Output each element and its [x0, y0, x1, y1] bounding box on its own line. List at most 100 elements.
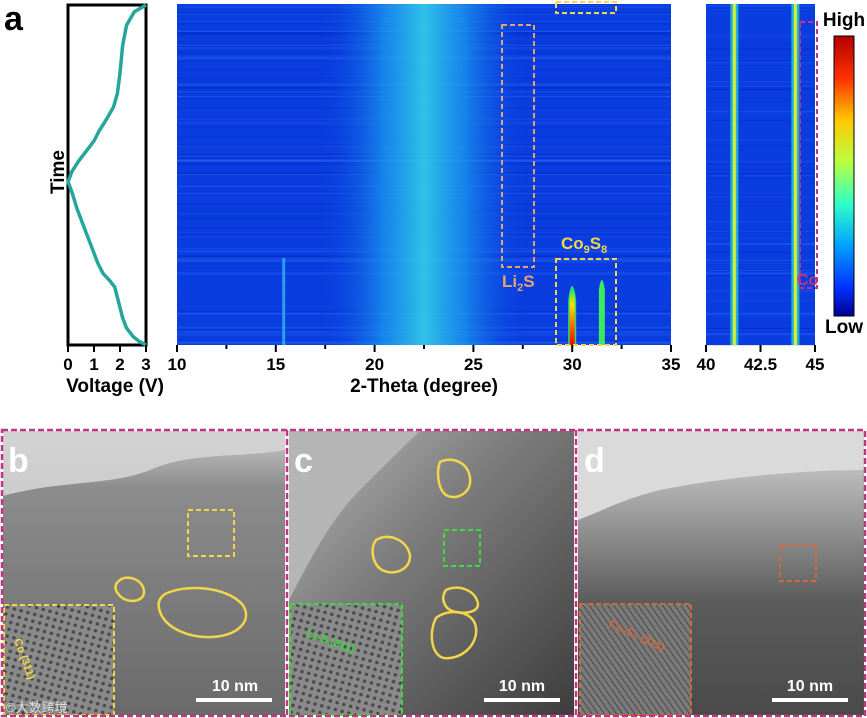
- zoom-noise-row: [706, 231, 815, 232]
- voltage-frame: [66, 3, 148, 347]
- voltage-tick-label: 2: [115, 355, 124, 374]
- tem-d-select-box: [779, 544, 817, 582]
- tem-b-select-box: [187, 509, 235, 557]
- zoom-noise-row: [706, 62, 815, 63]
- zoom-noise-row: [706, 195, 815, 197]
- co9s8-box: [555, 258, 617, 346]
- zoom-noise-row: [706, 5, 815, 7]
- zoom-noise-row: [706, 173, 815, 175]
- top-box: [555, 1, 617, 14]
- zoom-noise-row: [706, 290, 815, 292]
- zoom-tick-label: 45: [806, 355, 825, 374]
- panel-letter-a: a: [4, 0, 24, 38]
- zoom-noise-row: [706, 63, 815, 65]
- zoom-noise-row: [706, 44, 815, 46]
- zoom-noise-row: [706, 100, 815, 102]
- tem-c-particle-1: [436, 458, 472, 499]
- voltage-ylabel: Time: [48, 150, 69, 194]
- zoom-peak: [793, 4, 797, 345]
- voltage-tick-label: 0: [63, 355, 72, 374]
- zoom-noise-row: [706, 35, 815, 37]
- zoom-noise-row: [706, 86, 815, 88]
- zoom-noise-row: [706, 333, 815, 335]
- zoom-noise-row: [706, 85, 815, 87]
- zoom-noise-row: [706, 272, 815, 274]
- zoom-noise-row: [706, 139, 815, 141]
- zoom-noise-row: [706, 251, 815, 253]
- tem-frame: [0, 428, 867, 718]
- tem-b-particle-2: [157, 586, 248, 639]
- zoom-noise-row: [706, 244, 815, 245]
- xrd-xlabel: 2-Theta (degree): [350, 376, 498, 397]
- zoom-noise-row: [706, 161, 815, 162]
- zoom-heatmap: [706, 4, 815, 346]
- zoom-noise-row: [706, 259, 815, 261]
- xrd-features: [282, 4, 605, 345]
- zoom-noise-row: [706, 275, 815, 277]
- zoom-noise-row: [706, 196, 815, 198]
- zoom-noise-row: [706, 334, 815, 336]
- tem-c-particle-2: [371, 535, 412, 574]
- panel-letter-c: c: [294, 442, 313, 480]
- zoom-noise-row: [706, 10, 815, 12]
- tem-panel-d: Co₉S₈ (311) 10 nm d: [578, 431, 864, 716]
- xrd-tick-label: 20: [365, 355, 384, 374]
- tem-panel-b: Co (311) 10 nm b: [3, 431, 285, 716]
- tem-d-scale-bar: [772, 698, 848, 702]
- xrd-peak-co9s8-main: [569, 290, 575, 345]
- xrd-tick-label: 10: [168, 355, 187, 374]
- tem-panel-c: Li₂S (311) 10 nm c: [289, 431, 574, 716]
- zoom-noise-row: [706, 263, 815, 265]
- xrd-peak-minor: [282, 258, 286, 345]
- zoom-noise-row: [706, 36, 815, 38]
- tem-c-select-box: [443, 529, 481, 567]
- zoom-noise-row: [706, 243, 815, 244]
- tem-b-inset: [3, 604, 115, 716]
- xrd-tick-label: 35: [662, 355, 681, 374]
- co-label: Co: [797, 272, 819, 289]
- zoom-noise-row: [706, 262, 815, 264]
- zoom-noise-row: [706, 89, 815, 91]
- zoom-noise-row: [706, 34, 815, 36]
- zoom-noise-row: [706, 48, 815, 50]
- xrd-tick-label: 25: [464, 355, 483, 374]
- co9s8-label: Co9S8: [561, 234, 607, 256]
- zoom-noise-row: [706, 205, 815, 207]
- tem-d-scale-label: 10 nm: [787, 678, 833, 695]
- zoom-noise-row: [706, 81, 815, 83]
- voltage-xlabel: Voltage (V): [66, 376, 164, 397]
- zoom-noise-row: [706, 327, 815, 329]
- xrd-ticks: 10 15 20 25 30 35: [168, 345, 681, 374]
- zoom-noise-row: [706, 119, 815, 121]
- zoom-noise-row: [706, 9, 815, 11]
- zoom-noise-row: [706, 82, 815, 83]
- zoom-noise-row: [706, 173, 815, 175]
- xrd-tick-label: 15: [266, 355, 285, 374]
- zoom-noise-row: [706, 312, 815, 314]
- zoom-ticks: 40 42.5 45: [697, 345, 825, 374]
- tem-d-inset: [579, 603, 692, 716]
- zoom-noise-row: [706, 262, 815, 264]
- xrd-peak-co9s8-second: [598, 280, 605, 345]
- tem-c-particle-3: [442, 586, 480, 614]
- tem-b-particle-1: [114, 576, 146, 603]
- zoom-noise-row: [706, 111, 815, 113]
- zoom-noise-row: [706, 270, 815, 271]
- colorbar-high-label: High: [823, 10, 865, 31]
- colorbar-low-label: Low: [825, 317, 863, 338]
- zoom-noise-row: [706, 327, 815, 329]
- zoom-noise-row: [706, 64, 815, 66]
- zoom-noise-row: [706, 178, 815, 179]
- li2s-box: [501, 24, 535, 268]
- zoom-tick-label: 40: [697, 355, 716, 374]
- panel-letter-d: d: [584, 442, 605, 480]
- zoom-noise-row: [706, 221, 815, 223]
- zoom-noise-row: [706, 168, 815, 170]
- watermark: ©大数跨境: [6, 700, 68, 715]
- tem-d-vacuum: [578, 431, 864, 520]
- tem-c-scale-bar: [484, 698, 560, 702]
- colorbar: [833, 35, 855, 317]
- tem-c-particle-4: [430, 610, 478, 660]
